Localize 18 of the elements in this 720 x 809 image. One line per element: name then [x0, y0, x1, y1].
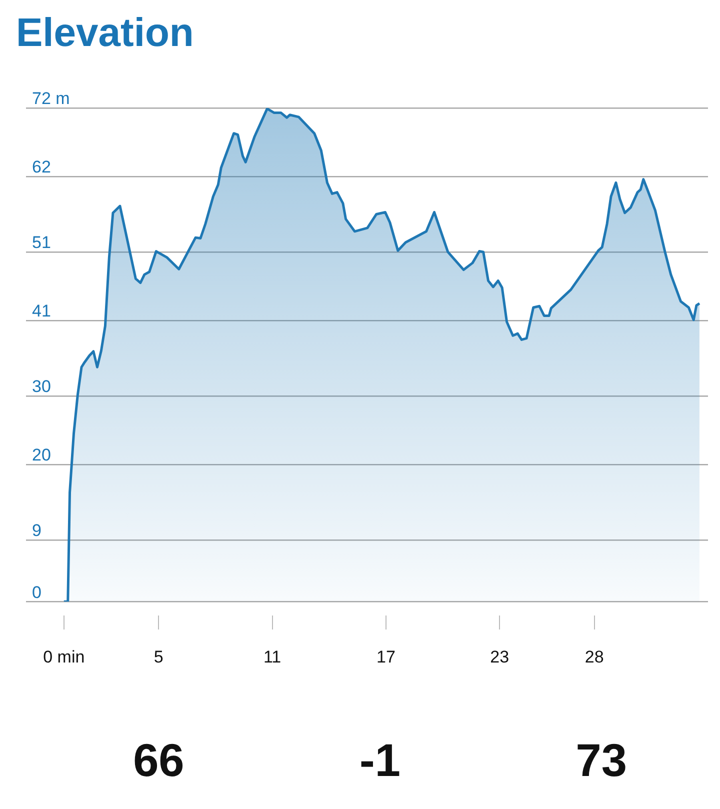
y-tick-label: 62: [32, 158, 51, 177]
y-tick-label: 0: [32, 582, 42, 602]
y-tick-label: 72 m: [32, 89, 70, 108]
x-tick-label: 17: [376, 647, 396, 666]
y-tick-label: 20: [32, 446, 51, 465]
y-tick-label: 51: [32, 233, 51, 252]
y-tick-label: 9: [32, 521, 42, 540]
x-tick-label: 5: [154, 647, 164, 666]
y-tick-label: 30: [32, 377, 51, 396]
text: -1: [358, 733, 402, 788]
chart-title: Elevation: [15, 10, 195, 57]
text: 73: [574, 733, 628, 788]
x-tick-label: 23: [490, 647, 510, 666]
x-tick-label: 28: [584, 647, 604, 666]
y-tick-label: 41: [32, 302, 51, 321]
x-tick-label: 0 min: [43, 647, 85, 666]
x-tick-label: 11: [263, 647, 282, 666]
text: 66: [132, 733, 186, 788]
